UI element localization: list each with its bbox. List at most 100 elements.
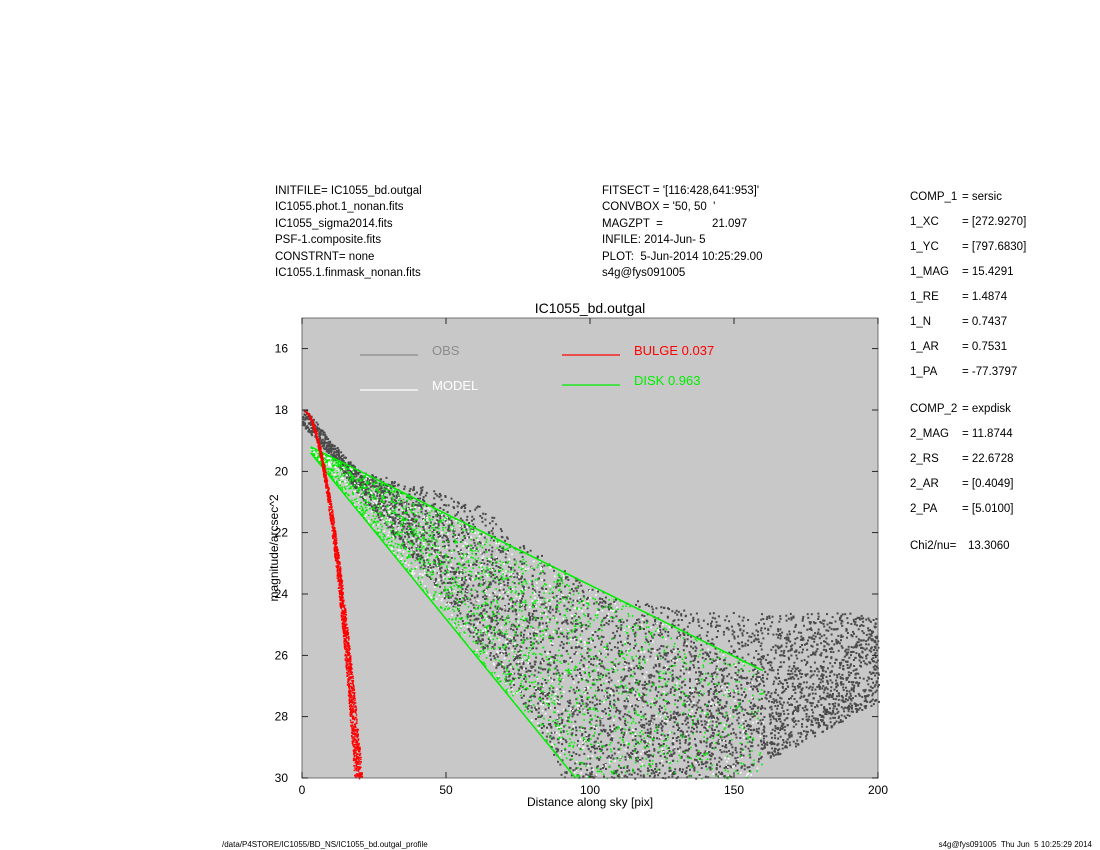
obs-point <box>782 654 785 657</box>
obs-point <box>607 717 610 720</box>
obs-point <box>691 620 694 623</box>
obs-point <box>732 649 735 652</box>
obs-point <box>649 727 652 730</box>
obs-point <box>693 715 696 718</box>
obs-point <box>640 696 643 699</box>
obs-point <box>590 727 593 729</box>
obs-point <box>865 647 868 650</box>
obs-point <box>733 631 736 634</box>
obs-point <box>505 574 508 577</box>
obs-point <box>805 713 808 715</box>
obs-point <box>593 704 596 707</box>
obs-point <box>759 719 762 722</box>
obs-point <box>468 622 471 625</box>
obs-point <box>392 530 395 533</box>
obs-point <box>715 767 718 770</box>
obs-point <box>828 626 831 629</box>
obs-point <box>722 675 725 678</box>
param-value: 13.3060 <box>968 540 1010 552</box>
obs-point <box>811 686 814 689</box>
obs-point <box>574 709 577 712</box>
obs-point <box>615 686 618 689</box>
obs-point <box>779 735 782 738</box>
obs-point <box>689 686 691 689</box>
obs-point <box>816 685 819 688</box>
obs-point <box>515 613 518 616</box>
obs-point <box>694 657 697 660</box>
obs-point <box>770 692 773 695</box>
obs-point <box>818 686 821 688</box>
header-mid-block: FITSECT = '[116:428,641:953]' CONVBOX = … <box>602 183 762 281</box>
obs-point <box>471 515 474 518</box>
obs-point <box>687 696 690 699</box>
obs-point <box>737 698 740 701</box>
obs-point <box>677 699 680 702</box>
obs-point <box>537 707 540 710</box>
obs-point <box>634 712 636 715</box>
obs-point <box>670 626 673 629</box>
obs-point <box>483 562 486 565</box>
obs-point <box>560 590 563 593</box>
obs-point <box>651 714 654 717</box>
obs-point <box>873 685 876 688</box>
obs-point <box>575 726 577 729</box>
obs-point <box>493 626 496 629</box>
obs-point <box>762 747 765 750</box>
obs-point <box>708 655 710 658</box>
obs-point <box>620 652 623 655</box>
obs-point <box>706 705 709 708</box>
obs-point <box>677 677 680 680</box>
obs-point <box>564 708 567 711</box>
obs-point <box>512 645 515 648</box>
obs-point <box>793 677 796 680</box>
obs-point <box>445 536 448 539</box>
obs-point <box>829 711 832 714</box>
obs-point <box>714 617 717 620</box>
obs-point <box>600 605 603 608</box>
obs-point <box>524 608 527 611</box>
obs-point <box>608 733 611 736</box>
obs-point <box>712 732 715 735</box>
obs-point <box>488 616 491 619</box>
obs-point <box>392 519 395 522</box>
obs-point <box>575 639 578 641</box>
obs-point <box>748 770 751 772</box>
obs-point <box>788 734 791 737</box>
obs-point <box>639 724 642 727</box>
obs-point <box>749 705 752 708</box>
obs-point <box>697 721 699 724</box>
obs-point <box>700 761 703 764</box>
obs-point <box>696 753 699 755</box>
obs-point <box>872 672 875 675</box>
obs-point <box>599 601 602 604</box>
obs-point <box>532 642 535 645</box>
obs-point <box>730 653 733 655</box>
obs-point <box>781 691 784 694</box>
obs-point <box>463 524 466 527</box>
obs-point <box>420 507 423 509</box>
obs-point <box>549 605 552 608</box>
obs-point <box>444 520 447 523</box>
obs-point <box>846 664 849 666</box>
obs-point <box>821 673 824 676</box>
obs-point <box>840 619 843 622</box>
obs-point <box>718 624 721 627</box>
obs-point <box>523 677 526 680</box>
obs-point <box>505 654 508 657</box>
obs-point <box>684 741 687 744</box>
obs-point <box>651 647 654 650</box>
obs-point <box>407 503 410 506</box>
obs-point <box>607 734 610 737</box>
obs-point <box>656 731 659 734</box>
obs-point <box>650 714 653 717</box>
obs-point <box>518 578 521 581</box>
obs-point <box>767 691 770 693</box>
obs-point <box>749 718 752 721</box>
obs-point <box>709 766 712 769</box>
obs-point <box>876 643 879 646</box>
obs-point <box>641 672 644 675</box>
obs-point <box>829 717 832 720</box>
obs-point <box>614 770 617 773</box>
obs-point <box>533 686 536 689</box>
obs-point <box>709 612 712 615</box>
